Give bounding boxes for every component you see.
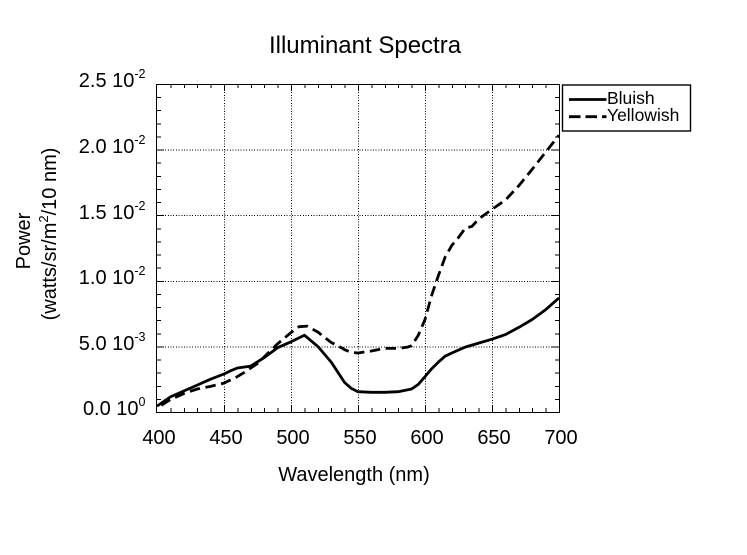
svg-text:0.0 100: 0.0 100	[83, 395, 146, 420]
svg-text:400: 400	[142, 427, 175, 449]
svg-text:Bluish: Bluish	[607, 88, 655, 108]
svg-text:650: 650	[477, 427, 510, 449]
svg-text:700: 700	[544, 427, 577, 449]
svg-text:550: 550	[343, 427, 376, 449]
svg-text:Power: Power	[13, 212, 35, 269]
svg-text:Illuminant Spectra: Illuminant Spectra	[269, 32, 462, 59]
svg-text:600: 600	[410, 427, 443, 449]
svg-text:450: 450	[209, 427, 242, 449]
svg-text:Yellowish: Yellowish	[607, 105, 679, 125]
svg-text:Wavelength (nm): Wavelength (nm)	[278, 464, 430, 486]
svg-text:500: 500	[276, 427, 309, 449]
svg-text:(watts/sr/m2/10 nm): (watts/sr/m2/10 nm)	[36, 148, 61, 321]
